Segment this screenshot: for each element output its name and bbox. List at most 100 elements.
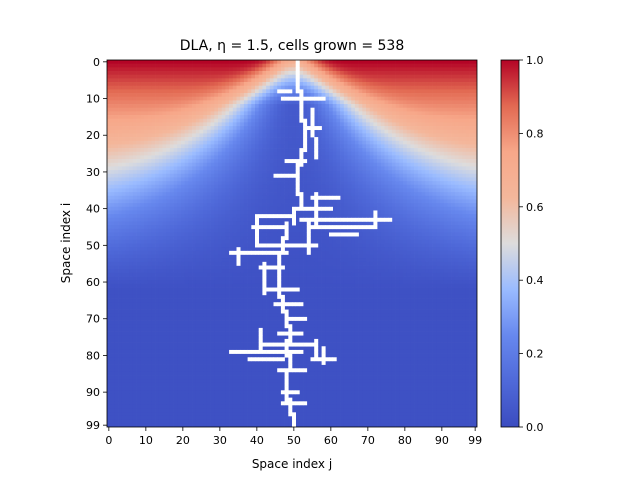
heatmap-cell [147, 104, 152, 109]
heatmap-cell [362, 118, 367, 123]
heatmap-cell [166, 74, 171, 79]
heatmap-cell [414, 96, 419, 101]
heatmap-cell [354, 228, 359, 233]
heatmap-cell [132, 181, 137, 186]
heatmap-cell [295, 100, 300, 105]
heatmap-cell [125, 195, 130, 200]
heatmap-cell [114, 93, 119, 98]
heatmap-cell [288, 74, 293, 79]
heatmap-cell [432, 188, 437, 193]
heatmap-cell [292, 115, 297, 120]
heatmap-cell [147, 206, 152, 211]
heatmap-cell [303, 221, 308, 226]
heatmap-cell [225, 126, 230, 131]
heatmap-cell [454, 236, 459, 241]
heatmap-cell [210, 122, 215, 127]
heatmap-cell [295, 221, 300, 226]
heatmap-cell [173, 148, 178, 153]
heatmap-cell [410, 78, 415, 83]
heatmap-cell [306, 170, 311, 175]
heatmap-cell [410, 206, 415, 211]
heatmap-cell [325, 137, 330, 142]
heatmap-cell [377, 129, 382, 134]
heatmap-cell [177, 104, 182, 109]
heatmap-cell [136, 111, 141, 116]
heatmap-cell [377, 166, 382, 171]
heatmap-cell [384, 173, 389, 178]
heatmap-cell [369, 129, 374, 134]
heatmap-cell [395, 188, 400, 193]
heatmap-cell [436, 63, 441, 68]
heatmap-cell [173, 137, 178, 142]
heatmap-cell [325, 140, 330, 145]
heatmap-cell [199, 162, 204, 167]
heatmap-cell [158, 155, 163, 160]
heatmap-cell [162, 195, 167, 200]
heatmap-cell [436, 78, 441, 83]
heatmap-cell [262, 203, 267, 208]
heatmap-cell [280, 104, 285, 109]
heatmap-cell [336, 181, 341, 186]
heatmap-cell [465, 78, 470, 83]
heatmap-cell [136, 144, 141, 149]
heatmap-cell [262, 85, 267, 90]
heatmap-cell [177, 228, 182, 233]
heatmap-cell [251, 221, 256, 226]
heatmap-cell [306, 89, 311, 94]
heatmap-cell [266, 184, 271, 189]
heatmap-cell [306, 93, 311, 98]
heatmap-cell [351, 104, 356, 109]
heatmap-cell [273, 71, 278, 76]
heatmap-cell [218, 148, 223, 153]
heatmap-cell [414, 67, 419, 72]
heatmap-cell [277, 148, 282, 153]
heatmap-cell [306, 63, 311, 68]
heatmap-cell [321, 228, 326, 233]
heatmap-cell [299, 60, 304, 65]
heatmap-cell [158, 221, 163, 226]
heatmap-cell [210, 170, 215, 175]
heatmap-cell [144, 214, 149, 219]
heatmap-cell [443, 126, 448, 131]
heatmap-cell [454, 155, 459, 160]
heatmap-cell [332, 155, 337, 160]
heatmap-cell [136, 166, 141, 171]
heatmap-cell [443, 225, 448, 230]
heatmap-cell [140, 199, 145, 204]
heatmap-cell [447, 181, 452, 186]
heatmap-cell [221, 82, 226, 87]
heatmap-cell [129, 122, 134, 127]
heatmap-cell [462, 89, 467, 94]
heatmap-cell [347, 133, 352, 138]
heatmap-cell [277, 67, 282, 72]
heatmap-cell [354, 210, 359, 215]
heatmap-cell [399, 173, 404, 178]
heatmap-cell [369, 74, 374, 79]
heatmap-cell [329, 151, 334, 156]
heatmap-cell [140, 107, 145, 112]
heatmap-cell [366, 232, 371, 237]
heatmap-cell [369, 93, 374, 98]
heatmap-cell [473, 144, 477, 149]
heatmap-cell [221, 221, 226, 226]
heatmap-cell [332, 104, 337, 109]
heatmap-cell [425, 89, 430, 94]
heatmap-cell [147, 63, 152, 68]
heatmap-cell [303, 181, 308, 186]
heatmap-cell [303, 104, 308, 109]
heatmap-cell [243, 126, 248, 131]
heatmap-cell [391, 96, 396, 101]
heatmap-cell [284, 129, 289, 134]
heatmap-cell [140, 177, 145, 182]
heatmap-cell [377, 96, 382, 101]
heatmap-cell [206, 100, 211, 105]
heatmap-cell [218, 195, 223, 200]
heatmap-cell [136, 93, 141, 98]
heatmap-cell [366, 162, 371, 167]
heatmap-cell [251, 232, 256, 237]
heatmap-cell [343, 214, 348, 219]
heatmap-cell [440, 137, 445, 142]
heatmap-cell [384, 166, 389, 171]
heatmap-cell [447, 107, 452, 112]
heatmap-cell [229, 214, 234, 219]
